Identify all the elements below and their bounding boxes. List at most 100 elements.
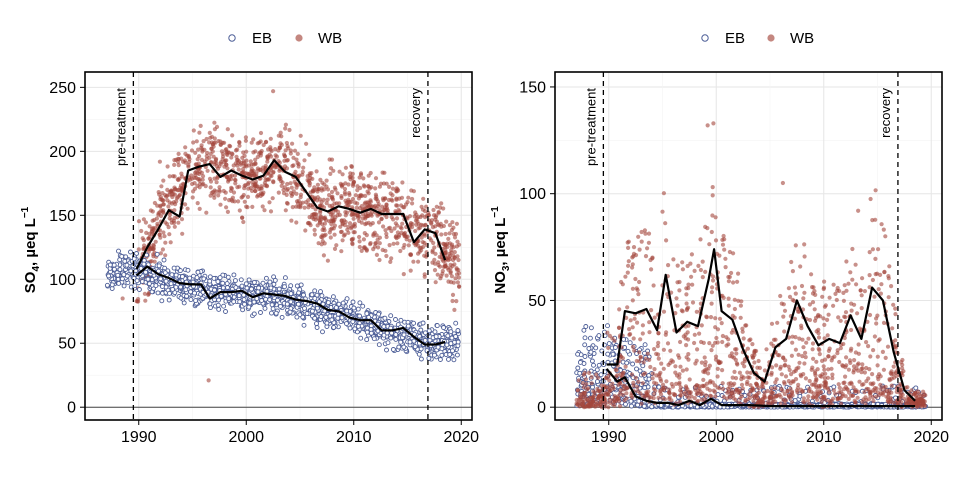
eb-point <box>319 293 325 299</box>
eb-point <box>594 379 600 385</box>
eb-point <box>384 330 390 336</box>
eb-point <box>434 323 440 329</box>
wb-point <box>315 195 320 200</box>
wb-point <box>576 378 581 383</box>
wb-point <box>168 240 173 245</box>
eb-point <box>258 310 263 315</box>
wb-point <box>340 238 345 243</box>
wb-point <box>443 264 448 269</box>
wb-point <box>240 194 245 199</box>
eb-point <box>314 325 320 330</box>
wb-point <box>350 241 355 246</box>
wb-point <box>848 270 853 275</box>
wb-point <box>199 157 204 162</box>
wb-point <box>396 207 401 212</box>
wb-point <box>346 230 351 235</box>
wb-point <box>709 290 715 295</box>
wb-point <box>372 205 377 210</box>
wb-point <box>393 209 398 214</box>
eb-point <box>388 313 394 319</box>
wb-point <box>347 192 352 197</box>
wb-point <box>416 226 421 231</box>
wb-point <box>349 226 354 231</box>
wb-point <box>430 248 435 253</box>
wb-point <box>361 237 366 242</box>
legend-wb-marker-icon <box>295 34 303 42</box>
eb-point <box>211 275 217 281</box>
wb-point <box>201 181 206 186</box>
wb-point <box>355 184 360 189</box>
eb-point <box>376 311 382 317</box>
wb-point <box>334 243 339 248</box>
eb-point <box>797 393 803 399</box>
wb-point <box>393 221 398 226</box>
wb-point <box>328 166 334 171</box>
wb-point <box>342 190 347 195</box>
wb-point <box>419 235 424 240</box>
eb-point <box>630 361 636 367</box>
wb-point <box>762 393 767 398</box>
wb-point <box>355 201 360 206</box>
eb-point <box>445 333 451 339</box>
wb-point <box>384 231 389 236</box>
eb-point <box>183 287 189 293</box>
legend-eb-marker-icon <box>701 34 709 42</box>
wb-point <box>821 285 827 290</box>
eb-point <box>407 339 413 345</box>
wb-point <box>882 269 887 274</box>
wb-point <box>408 252 413 258</box>
wb-point <box>633 375 638 380</box>
wb-point <box>247 163 252 168</box>
eb-point <box>215 279 221 285</box>
wb-point <box>792 285 798 290</box>
wb-point <box>699 339 704 345</box>
wb-point <box>838 318 843 323</box>
wb-point <box>400 180 405 185</box>
eb-point <box>360 303 366 309</box>
wb-point <box>158 213 164 219</box>
wb-point <box>196 147 201 152</box>
wb-point <box>878 386 883 392</box>
wb-point <box>194 139 199 144</box>
wb-point <box>210 142 215 147</box>
eb-point <box>420 320 426 326</box>
wb-point <box>358 171 364 176</box>
eb-point <box>624 360 630 366</box>
eb-point <box>454 352 460 358</box>
eb-point <box>439 352 445 358</box>
wb-point <box>253 188 258 194</box>
eb-point <box>357 313 363 319</box>
wb-point <box>290 205 295 210</box>
wb-point <box>185 206 190 211</box>
eb-point <box>453 320 459 326</box>
wb-point <box>737 370 743 375</box>
wb-point <box>586 386 591 391</box>
wb-point <box>652 380 657 385</box>
eb-point <box>426 328 432 334</box>
wb-point <box>406 195 411 200</box>
legend-wb-label: WB <box>318 30 342 47</box>
wb-point <box>304 141 309 146</box>
wb-point <box>343 181 348 186</box>
wb-point <box>271 170 276 175</box>
wb-point <box>635 385 640 390</box>
wb-point <box>264 139 269 144</box>
wb-point <box>650 371 656 376</box>
eb-point <box>132 283 138 289</box>
wb-point <box>314 212 319 217</box>
wb-point <box>652 315 657 320</box>
wb-point <box>219 149 224 154</box>
eb-point <box>366 314 372 320</box>
wb-point <box>197 130 202 135</box>
wb-point <box>831 303 836 308</box>
wb-point <box>701 377 706 382</box>
wb-point <box>391 217 396 222</box>
wb-point <box>729 270 734 276</box>
wb-point <box>397 233 402 238</box>
wb-point <box>864 398 869 403</box>
eb-point <box>396 344 402 350</box>
eb-point <box>131 256 137 262</box>
eb-point <box>422 337 428 343</box>
wb-point <box>445 241 450 246</box>
eb-point <box>451 357 457 363</box>
